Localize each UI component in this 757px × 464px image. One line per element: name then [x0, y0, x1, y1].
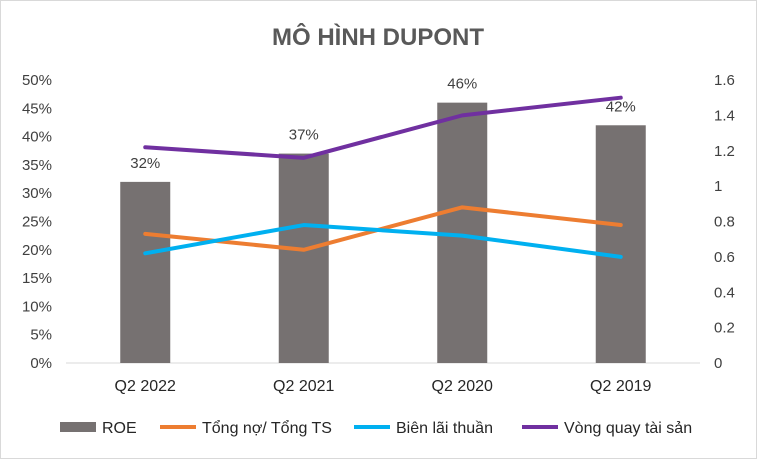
right-tick-label: 1.6	[714, 72, 735, 89]
right-tick-label: 1.4	[714, 107, 735, 124]
legend-label: ROE	[102, 420, 137, 437]
legend-label: Vòng quay tài sản	[564, 420, 692, 437]
chart-title: MÔ HÌNH DUPONT	[272, 23, 484, 51]
right-tick-label: 1	[714, 178, 722, 195]
right-tick-label: 0	[714, 355, 722, 372]
left-tick-label: 45%	[22, 100, 52, 117]
legend-label: Biên lãi thuần	[396, 420, 493, 437]
right-tick-label: 0.4	[714, 284, 735, 301]
roe-data-label: 32%	[130, 155, 160, 172]
category-labels: Q2 2022 Q2 2021 Q2 2020 Q2 2019	[115, 378, 652, 395]
roe-bar	[595, 125, 646, 363]
right-tick-label: 0.2	[714, 320, 735, 337]
category-label: Q2 2020	[432, 378, 493, 395]
left-tick-label: 0%	[30, 355, 52, 372]
legend: ROE Tổng nợ/ Tổng TS Biên lãi thuần Vòng qu…	[60, 419, 692, 437]
series-lines	[143, 95, 623, 259]
left-tick-label: 5%	[30, 327, 52, 344]
series-line	[143, 223, 623, 259]
roe-bar	[278, 153, 329, 363]
left-tick-label: 20%	[22, 242, 52, 259]
left-tick-label: 25%	[22, 214, 52, 231]
roe-data-label: 37%	[289, 127, 319, 144]
series-line	[143, 95, 623, 160]
right-tick-label: 1.2	[714, 143, 735, 160]
category-label: Q2 2022	[115, 378, 176, 395]
roe-bar	[120, 181, 171, 363]
roe-data-labels: 32% 37% 46% 42%	[130, 76, 636, 172]
left-tick-label: 30%	[22, 185, 52, 202]
right-tick-label: 0.6	[714, 249, 735, 266]
left-tick-label: 10%	[22, 298, 52, 315]
legend-swatch	[60, 422, 96, 432]
category-label: Q2 2021	[273, 378, 334, 395]
left-tick-label: 40%	[22, 129, 52, 146]
right-tick-label: 0.8	[714, 214, 735, 231]
left-tick-label: 35%	[22, 157, 52, 174]
roe-data-label: 42%	[606, 98, 636, 115]
roe-data-label: 46%	[447, 76, 477, 93]
left-tick-label: 15%	[22, 270, 52, 287]
left-axis-ticks: 0% 5% 10% 15% 20% 25% 30% 35% 40% 45% 50%	[22, 72, 52, 372]
left-tick-label: 50%	[22, 72, 52, 89]
legend-label: Tổng nợ/ Tổng TS	[202, 419, 332, 437]
category-label: Q2 2019	[590, 378, 651, 395]
right-axis-ticks: 0 0.2 0.4 0.6 0.8 1 1.2 1.4 1.6	[714, 72, 735, 372]
